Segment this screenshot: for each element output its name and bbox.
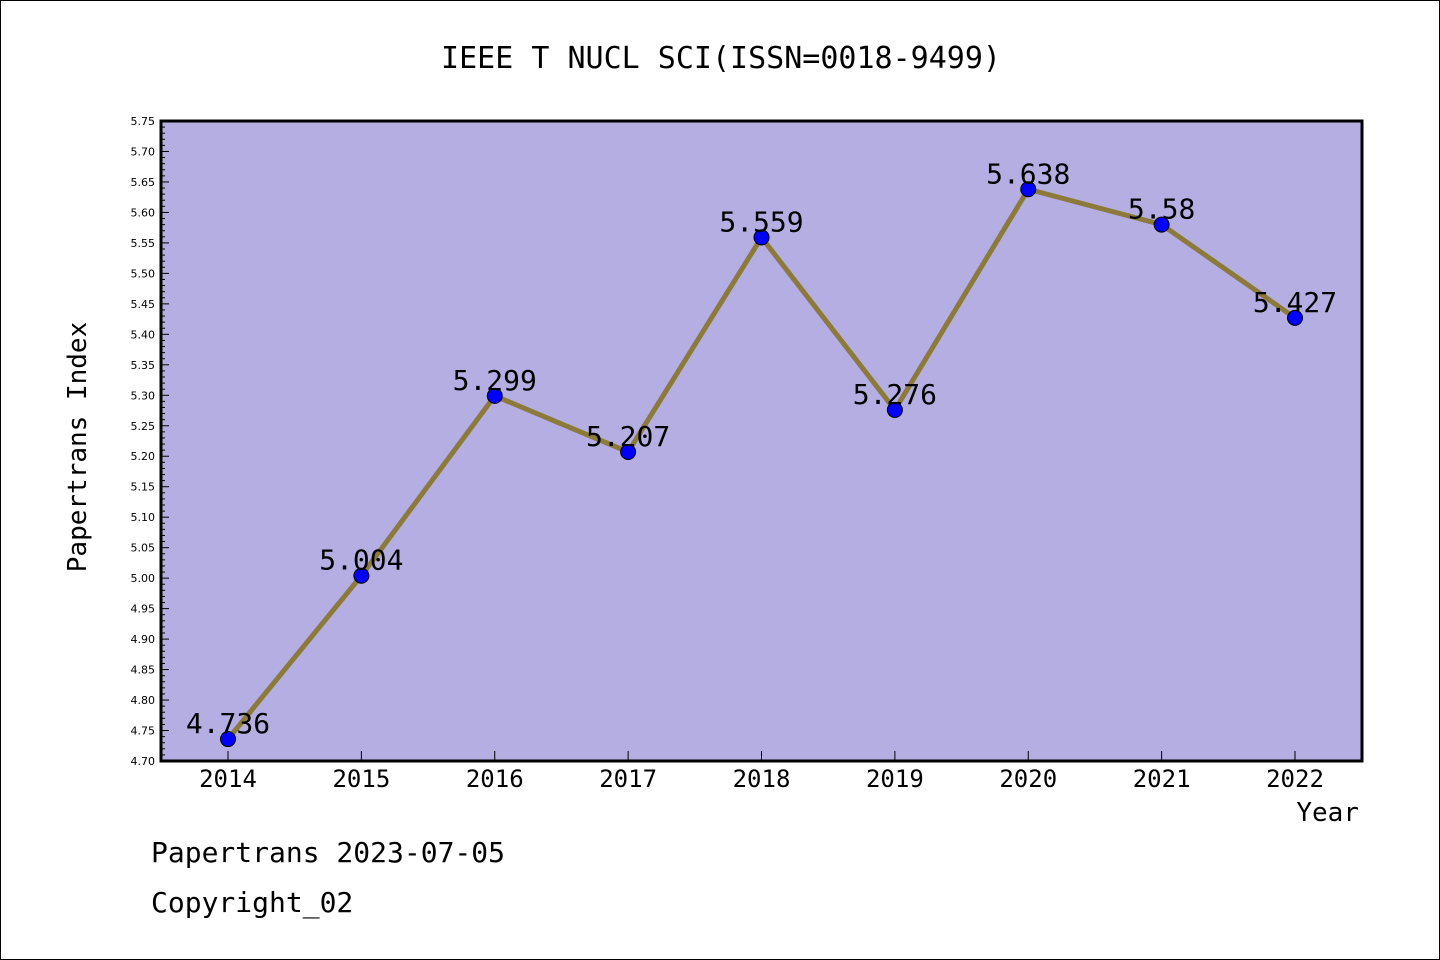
y-tick-label: 4.80 [131,694,156,707]
y-tick-label: 4.85 [131,664,156,677]
data-point [620,443,637,460]
y-tick-label: 5.10 [131,511,156,524]
data-label: 5.58 [1128,193,1195,226]
data-point [353,567,370,584]
y-tick-label: 5.25 [131,420,156,433]
y-tick-label: 5.50 [131,267,156,280]
y-tick-label: 5.70 [131,145,156,158]
data-label: 5.559 [719,205,803,238]
y-tick-label: 4.75 [131,725,156,738]
y-tick-label: 5.15 [131,481,156,494]
x-tick-label: 2022 [1266,765,1324,793]
x-axis-ticks: 2014 2015 2016 2017 2018 2019 2020 2021 2022 [199,751,1324,793]
x-tick-label: 2017 [599,765,657,793]
footer-date-text: Papertrans 2023-07-05 [151,836,506,869]
y-tick-label: 5.60 [131,206,156,219]
x-tick-label: 2014 [199,765,257,793]
y-tick-label: 4.70 [131,755,156,768]
data-point [220,731,236,748]
y-tick-label: 5.55 [131,237,156,250]
footer-copyright-text: Copyright_02 [151,886,354,919]
data-label: 5.299 [453,364,537,397]
y-tick-label: 5.65 [131,176,156,189]
y-tick-label: 5.05 [131,542,156,555]
x-tick-label: 2019 [866,765,924,793]
y-tick-label: 5.75 [131,115,156,128]
y-tick-label: 5.35 [131,359,156,372]
data-point [886,401,903,418]
data-point [753,229,770,246]
y-axis-label: Papertrans Index [63,322,93,572]
y-tick-label: 5.20 [131,450,156,463]
data-point [486,387,503,404]
data-label: 5.276 [853,378,937,411]
y-tick-label: 5.45 [131,298,156,311]
chart-title: IEEE T NUCL SCI(ISSN=0018-9499) [441,41,1001,76]
data-label: 5.004 [319,544,403,577]
y-tick-label: 5.00 [131,572,156,585]
y-tick-label: 4.95 [131,603,156,616]
y-axis-ticks: 4.70 4.75 4.80 4.85 4.90 4.95 5.00 5.05 5.10 5.15… [131,115,169,768]
data-label: 4.736 [186,707,270,740]
x-tick-label: 2021 [1133,765,1191,793]
x-tick-label: 2015 [332,765,390,793]
x-tick-label: 2016 [466,765,524,793]
x-tick-label: 2018 [733,765,791,793]
data-point [1020,181,1037,198]
data-label: 5.638 [986,157,1070,190]
y-tick-label: 5.40 [131,328,156,341]
data-point [1287,309,1303,326]
y-tick-label: 5.30 [131,389,156,402]
y-tick-label: 4.90 [131,633,156,646]
series-group: 4.736 5.004 5.299 5.207 5.559 5.276 5.638 5.58 5… [186,157,1337,748]
data-point [1153,216,1170,233]
x-tick-label: 2020 [999,765,1057,793]
data-label: 5.207 [586,420,670,453]
data-label: 5.427 [1253,286,1337,319]
x-axis-label: Year [1296,798,1359,828]
